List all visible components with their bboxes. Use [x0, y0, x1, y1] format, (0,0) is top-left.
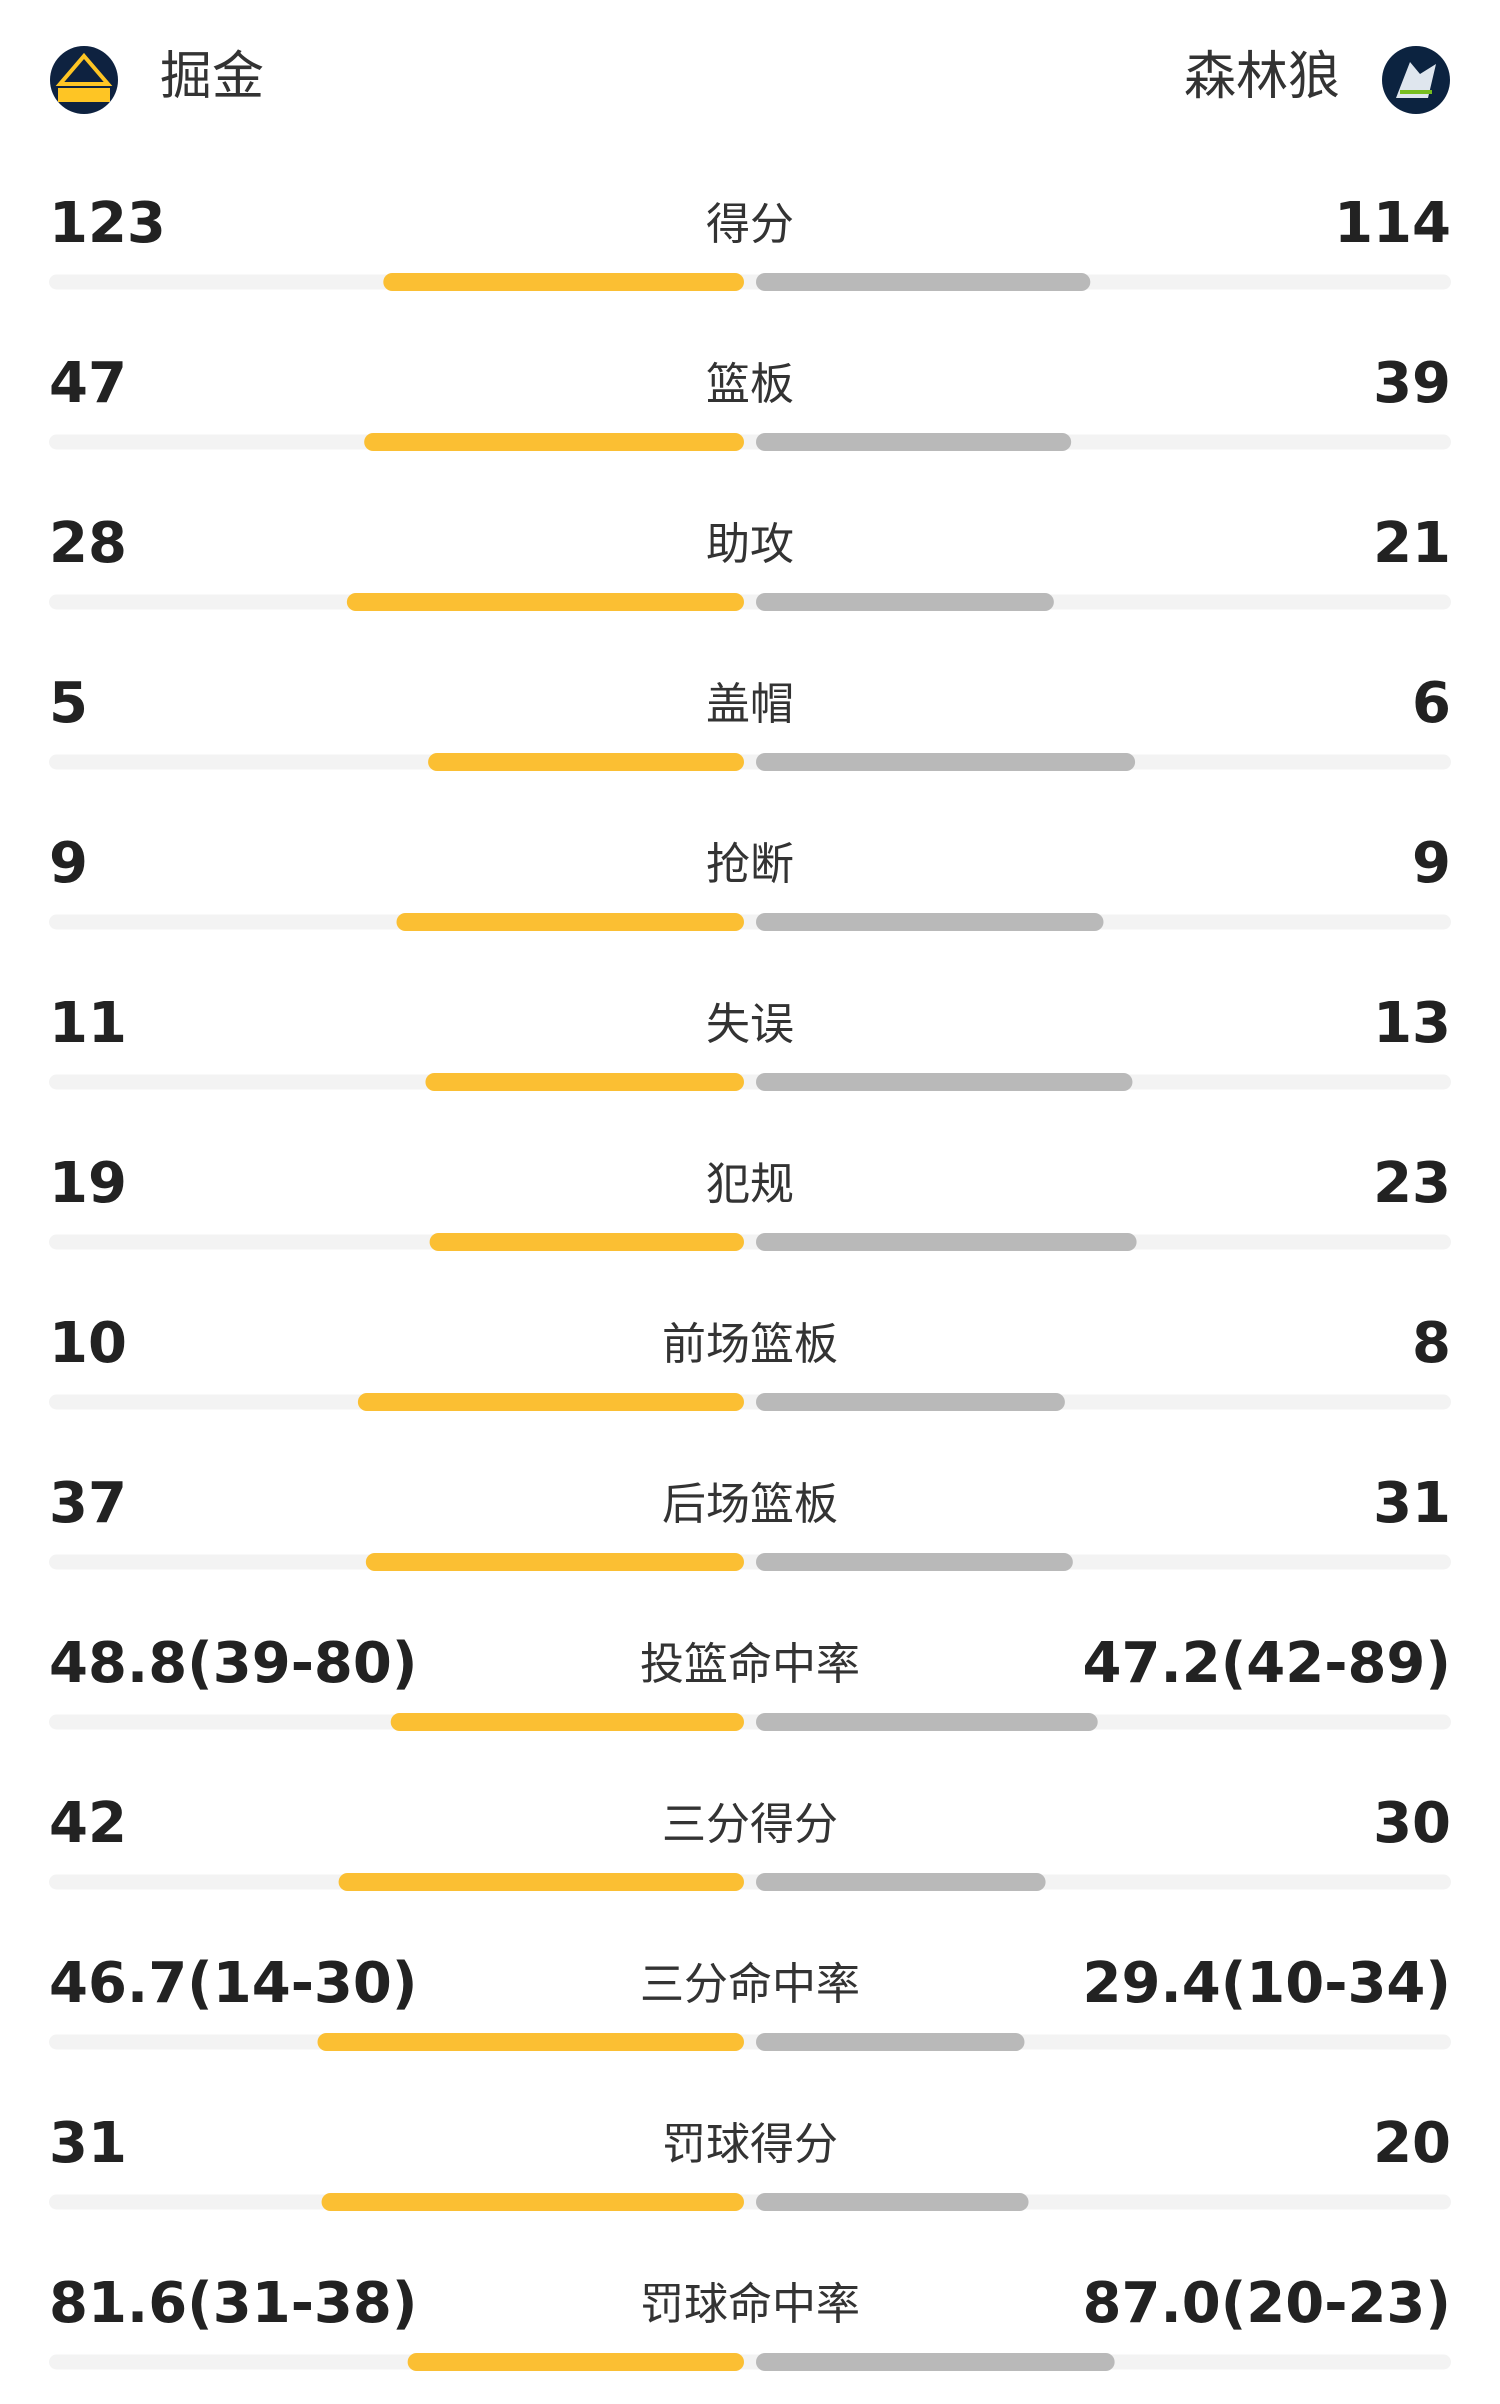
home-value: 31: [49, 2111, 127, 2176]
away-bar: [756, 2033, 1025, 2051]
home-bar: [383, 273, 744, 291]
bar-track: [49, 274, 1451, 290]
stat-label: 投篮命中率: [640, 1639, 860, 1690]
away-value: 23: [1373, 1151, 1451, 1216]
bar-track: [49, 2034, 1451, 2050]
away-bar: [756, 1873, 1046, 1891]
bar-track: [49, 1394, 1451, 1410]
away-bar: [756, 913, 1104, 931]
bar-track: [49, 1714, 1451, 1730]
stat-label: 抢断: [706, 839, 794, 890]
away-bar: [756, 753, 1136, 771]
home-bar: [407, 2353, 744, 2371]
away-team: 森林狼: [1184, 47, 1340, 107]
home-bar: [396, 913, 744, 931]
away-value: 9: [1412, 831, 1451, 896]
away-bar: [756, 1393, 1065, 1411]
bar-track: [49, 914, 1451, 930]
away-value: 6: [1412, 671, 1451, 736]
home-bar: [390, 1713, 744, 1731]
home-bar: [346, 593, 744, 611]
away-bar: [756, 1073, 1133, 1091]
away-bar: [756, 273, 1091, 291]
stat-label: 罚球得分: [662, 2119, 838, 2170]
away-value: 20: [1373, 2111, 1451, 2176]
stat-label: 失误: [706, 999, 794, 1050]
bar-track: [49, 1234, 1451, 1250]
home-bar: [425, 1073, 744, 1091]
away-value: 8: [1412, 1311, 1451, 1376]
away-value: 47.2(42-89): [1083, 1631, 1451, 1696]
home-value: 46.7(14-30): [49, 1951, 417, 2016]
home-bar: [365, 1553, 744, 1571]
home-value: 37: [49, 1471, 127, 1536]
away-value: 13: [1373, 991, 1451, 1056]
home-value: 19: [49, 1151, 127, 1216]
away-value: 21: [1373, 511, 1451, 576]
stat-label: 罚球命中率: [640, 2279, 860, 2330]
stat-label: 后场篮板: [662, 1479, 838, 1530]
away-value: 29.4(10-34): [1083, 1951, 1451, 2016]
home-logo: [50, 46, 118, 114]
home-value: 123: [49, 191, 166, 256]
bar-track: [49, 1874, 1451, 1890]
home-value: 10: [49, 1311, 127, 1376]
away-bar: [756, 593, 1054, 611]
stat-label: 前场篮板: [662, 1319, 838, 1370]
stat-label: 助攻: [706, 519, 794, 570]
away-bar: [756, 433, 1072, 451]
stat-label: 得分: [706, 199, 794, 250]
away-bar: [756, 2193, 1029, 2211]
home-bar: [357, 1393, 744, 1411]
stat-label: 三分命中率: [640, 1959, 860, 2010]
bar-track: [49, 434, 1451, 450]
home-value: 47: [49, 351, 127, 416]
away-value: 87.0(20-23): [1083, 2271, 1451, 2336]
home-value: 11: [49, 991, 127, 1056]
home-bar: [317, 2033, 744, 2051]
home-bar: [429, 1233, 744, 1251]
bar-track: [49, 1074, 1451, 1090]
home-value: 48.8(39-80): [49, 1631, 417, 1696]
home-value: 42: [49, 1791, 127, 1856]
home-value: 5: [49, 671, 88, 736]
away-bar: [756, 1713, 1098, 1731]
home-bar: [364, 433, 744, 451]
away-value: 31: [1373, 1471, 1451, 1536]
home-bar: [338, 1873, 744, 1891]
away-value: 30: [1373, 1791, 1451, 1856]
home-value: 81.6(31-38): [49, 2271, 417, 2336]
away-value: 114: [1334, 191, 1451, 256]
bar-track: [49, 2194, 1451, 2210]
home-value: 9: [49, 831, 88, 896]
away-bar: [756, 2353, 1115, 2371]
away-logo: [1382, 46, 1450, 114]
stat-label: 犯规: [706, 1159, 794, 1210]
home-bar: [321, 2193, 744, 2211]
home-bar: [428, 753, 744, 771]
bar-track: [49, 2354, 1451, 2370]
home-value: 28: [49, 511, 127, 576]
away-bar: [756, 1553, 1073, 1571]
away-bar: [756, 1233, 1137, 1251]
away-value: 39: [1373, 351, 1451, 416]
bar-track: [49, 594, 1451, 610]
stat-label: 盖帽: [706, 679, 794, 730]
stat-label: 三分得分: [662, 1799, 838, 1850]
bar-track: [49, 754, 1451, 770]
stat-label: 篮板: [706, 359, 794, 410]
bar-track: [49, 1554, 1451, 1570]
home-team: 掘金: [160, 47, 264, 107]
